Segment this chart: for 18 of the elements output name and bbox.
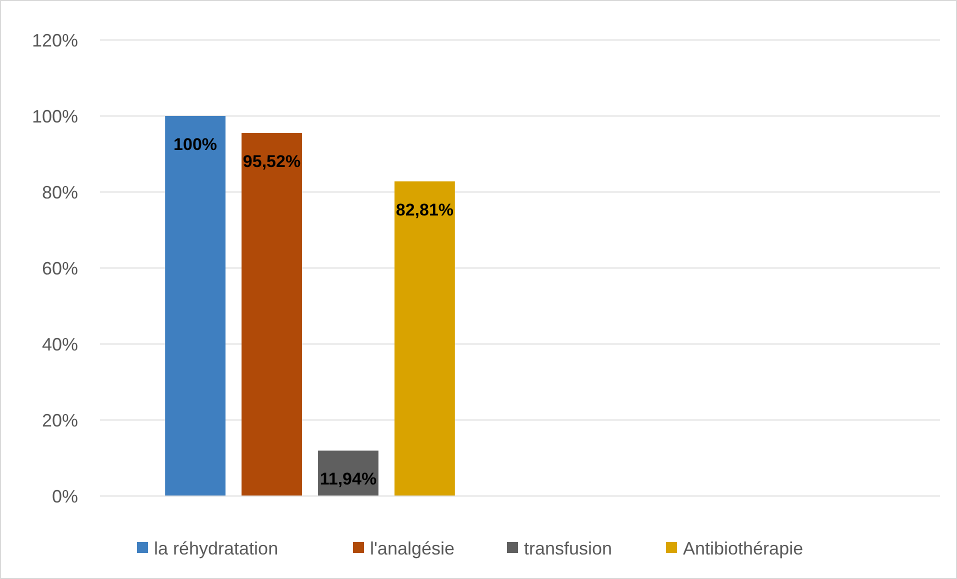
data-label: 11,94% xyxy=(320,470,377,489)
data-label: 95,52% xyxy=(242,152,301,172)
legend-label: l'analgésie xyxy=(370,538,454,558)
y-tick-label: 80% xyxy=(42,182,78,202)
y-tick-label: 120% xyxy=(32,30,78,50)
y-tick-label: 20% xyxy=(42,410,78,430)
legend-label: Antibiothérapie xyxy=(683,538,804,558)
data-label: 100% xyxy=(174,135,218,154)
legend-label: la réhydratation xyxy=(154,538,278,558)
bar xyxy=(394,181,455,496)
y-tick-label: 60% xyxy=(42,258,78,278)
y-tick-label: 100% xyxy=(32,106,78,126)
bar xyxy=(242,133,302,496)
y-tick-label: 40% xyxy=(42,334,78,354)
legend-label: transfusion xyxy=(524,538,612,558)
y-tick-label: 0% xyxy=(52,486,78,506)
data-label: 82,81% xyxy=(396,200,454,220)
bar xyxy=(165,116,226,496)
